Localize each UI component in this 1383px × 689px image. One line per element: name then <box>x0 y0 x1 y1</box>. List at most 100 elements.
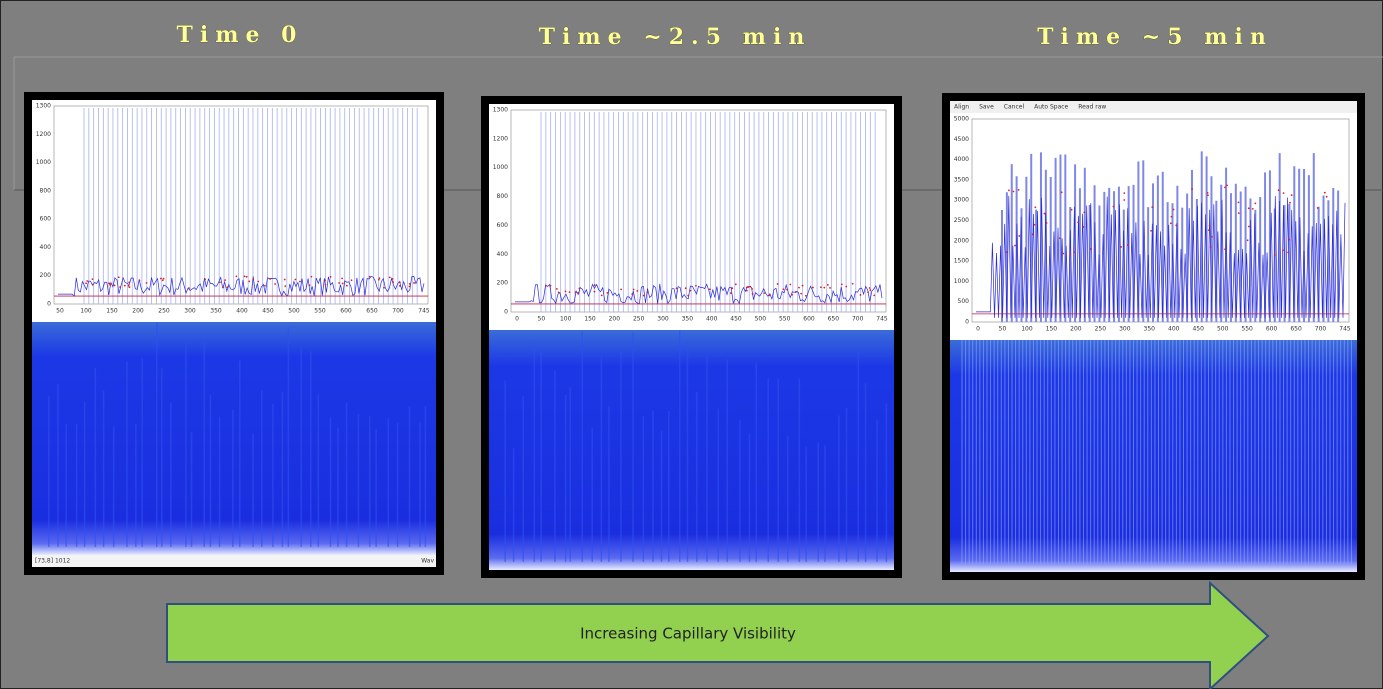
peak-dot <box>1175 224 1178 227</box>
peak-dot <box>1224 248 1226 251</box>
peak-dot <box>299 280 301 283</box>
x-tick-label: 550 <box>779 316 791 323</box>
peak-dot <box>636 290 639 292</box>
peak-dot <box>826 284 829 286</box>
peak-dot <box>117 276 120 279</box>
peak-dot <box>224 279 227 282</box>
x-tick-label: 700 <box>1315 326 1327 333</box>
peak-dot <box>684 287 687 290</box>
x-tick-label: 550 <box>1241 326 1253 333</box>
peak-dot <box>264 284 266 287</box>
peak-dot <box>127 284 130 287</box>
y-tick-label: 3000 <box>954 197 969 204</box>
peak-dot <box>675 287 678 290</box>
y-tick-label: 1200 <box>493 135 508 142</box>
peak-dot <box>1224 186 1226 189</box>
peak-dot <box>689 289 692 292</box>
y-tick-label: 200 <box>40 272 52 279</box>
y-tick-label: 0 <box>47 301 51 308</box>
x-tick-label: 650 <box>366 308 378 315</box>
peak-dot <box>600 294 603 297</box>
peak-dot <box>1083 211 1086 214</box>
y-tick-label: 200 <box>497 280 509 287</box>
status-text: Wav <box>421 558 434 565</box>
status-bar <box>32 555 436 567</box>
peak-dot <box>868 287 871 289</box>
arrow-label: Increasing Capillary Visibility <box>580 625 796 643</box>
peak-dot <box>1090 248 1092 250</box>
peak-dot <box>341 282 344 285</box>
waveform <box>515 283 883 305</box>
peak-dot <box>794 291 797 294</box>
y-tick-label: 2000 <box>954 237 969 244</box>
peak-dot <box>1043 212 1046 215</box>
peak-dot <box>383 286 385 289</box>
peak-dot <box>1034 206 1037 209</box>
peak-dot <box>1045 222 1048 224</box>
x-tick-label: 50 <box>999 326 1007 333</box>
x-tick-label: 300 <box>1119 326 1131 333</box>
peak-dot <box>113 284 116 287</box>
peak-dot <box>91 278 94 281</box>
x-tick-label: 50 <box>56 308 64 315</box>
peak-dot <box>574 291 577 294</box>
plot-area <box>510 109 887 313</box>
y-tick-label: 500 <box>958 298 970 305</box>
peak-dot <box>408 283 411 285</box>
peak-dot <box>768 294 771 297</box>
peak-dot <box>1077 221 1080 224</box>
peak-dot <box>745 286 748 289</box>
x-tick-label: 450 <box>1192 326 1204 333</box>
peak-dot <box>687 294 690 297</box>
peak-dot <box>1017 188 1020 191</box>
peak-dot <box>1033 223 1036 226</box>
peak-dot <box>1172 208 1175 211</box>
x-tick-label: 450 <box>262 308 274 315</box>
peak-dot <box>161 279 164 282</box>
peak-dot <box>1277 189 1280 192</box>
peak-dot <box>245 275 248 278</box>
peak-dot <box>338 282 341 284</box>
x-tick-label: 745 <box>418 308 430 315</box>
toolbar-item: Read raw <box>1078 104 1106 111</box>
peak-dot <box>1058 237 1061 239</box>
peak-dot <box>1170 215 1173 218</box>
status-text: [73,8] 1012 <box>35 558 70 565</box>
y-tick-label: 1300 <box>493 107 508 114</box>
peak-dot <box>763 292 766 295</box>
y-tick-label: 3500 <box>954 176 969 183</box>
peak-dot <box>642 294 645 297</box>
peak-dot <box>86 280 89 282</box>
x-tick-label: 250 <box>158 308 170 315</box>
peak-dot <box>398 284 401 287</box>
x-tick-label: 550 <box>314 308 326 315</box>
peak-dot <box>798 286 800 289</box>
kymograph <box>489 330 894 570</box>
peak-dot <box>350 279 353 282</box>
panel-title: Time 0 <box>177 22 304 48</box>
x-tick-label: 300 <box>657 316 669 323</box>
peak-dot <box>1237 201 1240 204</box>
peak-dot <box>1082 226 1085 228</box>
toolbar-item: Auto Space <box>1034 104 1068 111</box>
peak-dot <box>377 278 380 281</box>
peak-dot <box>1273 254 1276 256</box>
y-tick-label: 800 <box>40 187 52 194</box>
peak-dot <box>310 275 313 278</box>
peak-dot <box>1211 235 1213 238</box>
peak-dot <box>188 287 190 290</box>
peak-dot <box>791 293 793 296</box>
toolbar <box>950 101 1357 113</box>
peak-dot <box>1247 207 1250 210</box>
peak-dot <box>243 275 246 278</box>
x-tick-label: 745 <box>1339 326 1351 333</box>
y-tick-label: 1000 <box>954 278 969 285</box>
peak-dot <box>226 286 229 289</box>
x-tick-label: 350 <box>682 316 694 323</box>
peak-dot <box>867 291 869 294</box>
peak-dot <box>1287 251 1289 254</box>
peak-dot <box>555 288 558 290</box>
x-tick-label: 150 <box>584 316 596 323</box>
peak-dot <box>859 294 862 296</box>
